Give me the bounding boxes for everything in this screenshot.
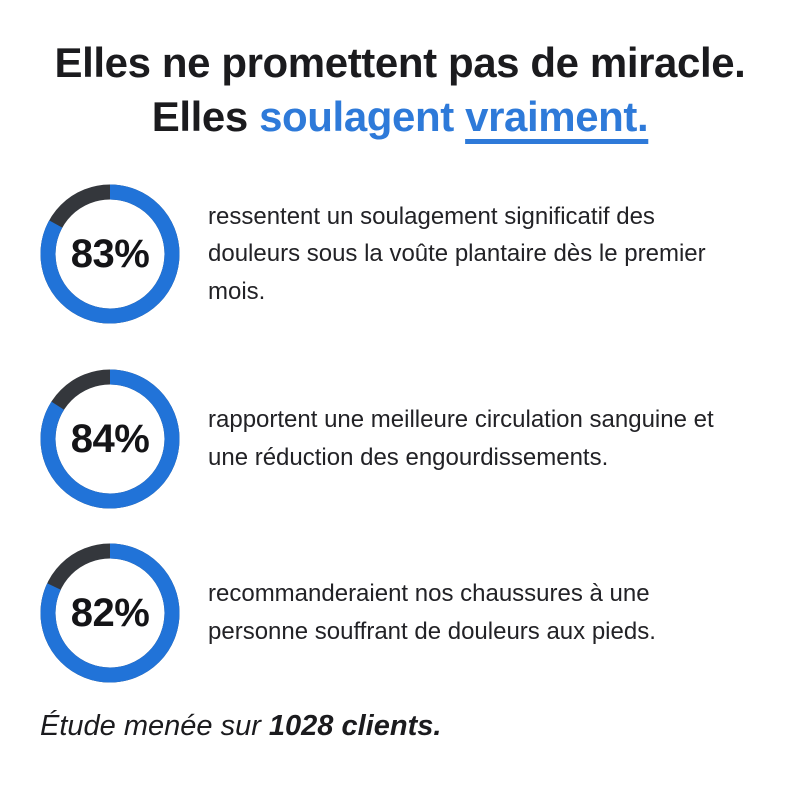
title-line1: Elles ne promettent pas de miracle.	[54, 39, 746, 86]
ring-progress	[40, 543, 180, 683]
progress-ring-82: 82%	[40, 543, 180, 683]
page-title: Elles ne promettent pas de miracle. Elle…	[18, 36, 782, 144]
donut-chart	[40, 369, 180, 509]
ring-progress	[40, 369, 180, 509]
footnote-bold: 1028 clients.	[268, 710, 442, 742]
progress-ring-83: 83%	[40, 184, 180, 324]
study-footnote: Étude menée sur 1028 clients.	[40, 710, 441, 743]
stat-row-2: 84% rapportent une meilleure circulation…	[0, 369, 800, 509]
ring-progress	[40, 184, 180, 324]
percent-label: 83%	[70, 231, 150, 276]
progress-ring-84: 84%	[40, 369, 180, 509]
stat-description: ressentent un soulagement significatif d…	[208, 202, 706, 306]
title-line2-prefix: Elles	[151, 92, 248, 140]
donut-chart	[40, 184, 180, 324]
title-highlight: soulagent	[259, 92, 454, 140]
stats-list: 83% ressentent un soulagement significat…	[0, 174, 800, 684]
stat-row-1: 83% ressentent un soulagement significat…	[0, 174, 800, 336]
stat-description: recommanderaient nos chaussures à une pe…	[208, 580, 656, 646]
donut-chart	[40, 543, 180, 683]
stat-description: rapportent une meilleure circulation san…	[208, 406, 714, 472]
percent-label: 82%	[70, 590, 150, 635]
stat-row-3: 82% recommanderaient nos chaussures à un…	[0, 543, 800, 683]
footnote-prefix: Étude menée sur	[40, 710, 269, 742]
percent-label: 84%	[70, 416, 150, 461]
title-underlined-word: vraiment.	[465, 92, 649, 140]
